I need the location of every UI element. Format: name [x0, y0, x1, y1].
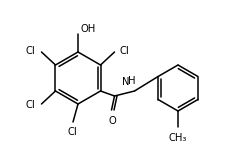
Text: Cl: Cl	[26, 46, 35, 56]
Text: Cl: Cl	[26, 100, 35, 110]
Text: H: H	[128, 76, 135, 86]
Text: Cl: Cl	[120, 46, 129, 56]
Text: OH: OH	[81, 24, 96, 34]
Text: O: O	[109, 116, 116, 126]
Text: N: N	[122, 77, 129, 87]
Text: Cl: Cl	[67, 127, 77, 137]
Text: CH₃: CH₃	[169, 133, 187, 143]
